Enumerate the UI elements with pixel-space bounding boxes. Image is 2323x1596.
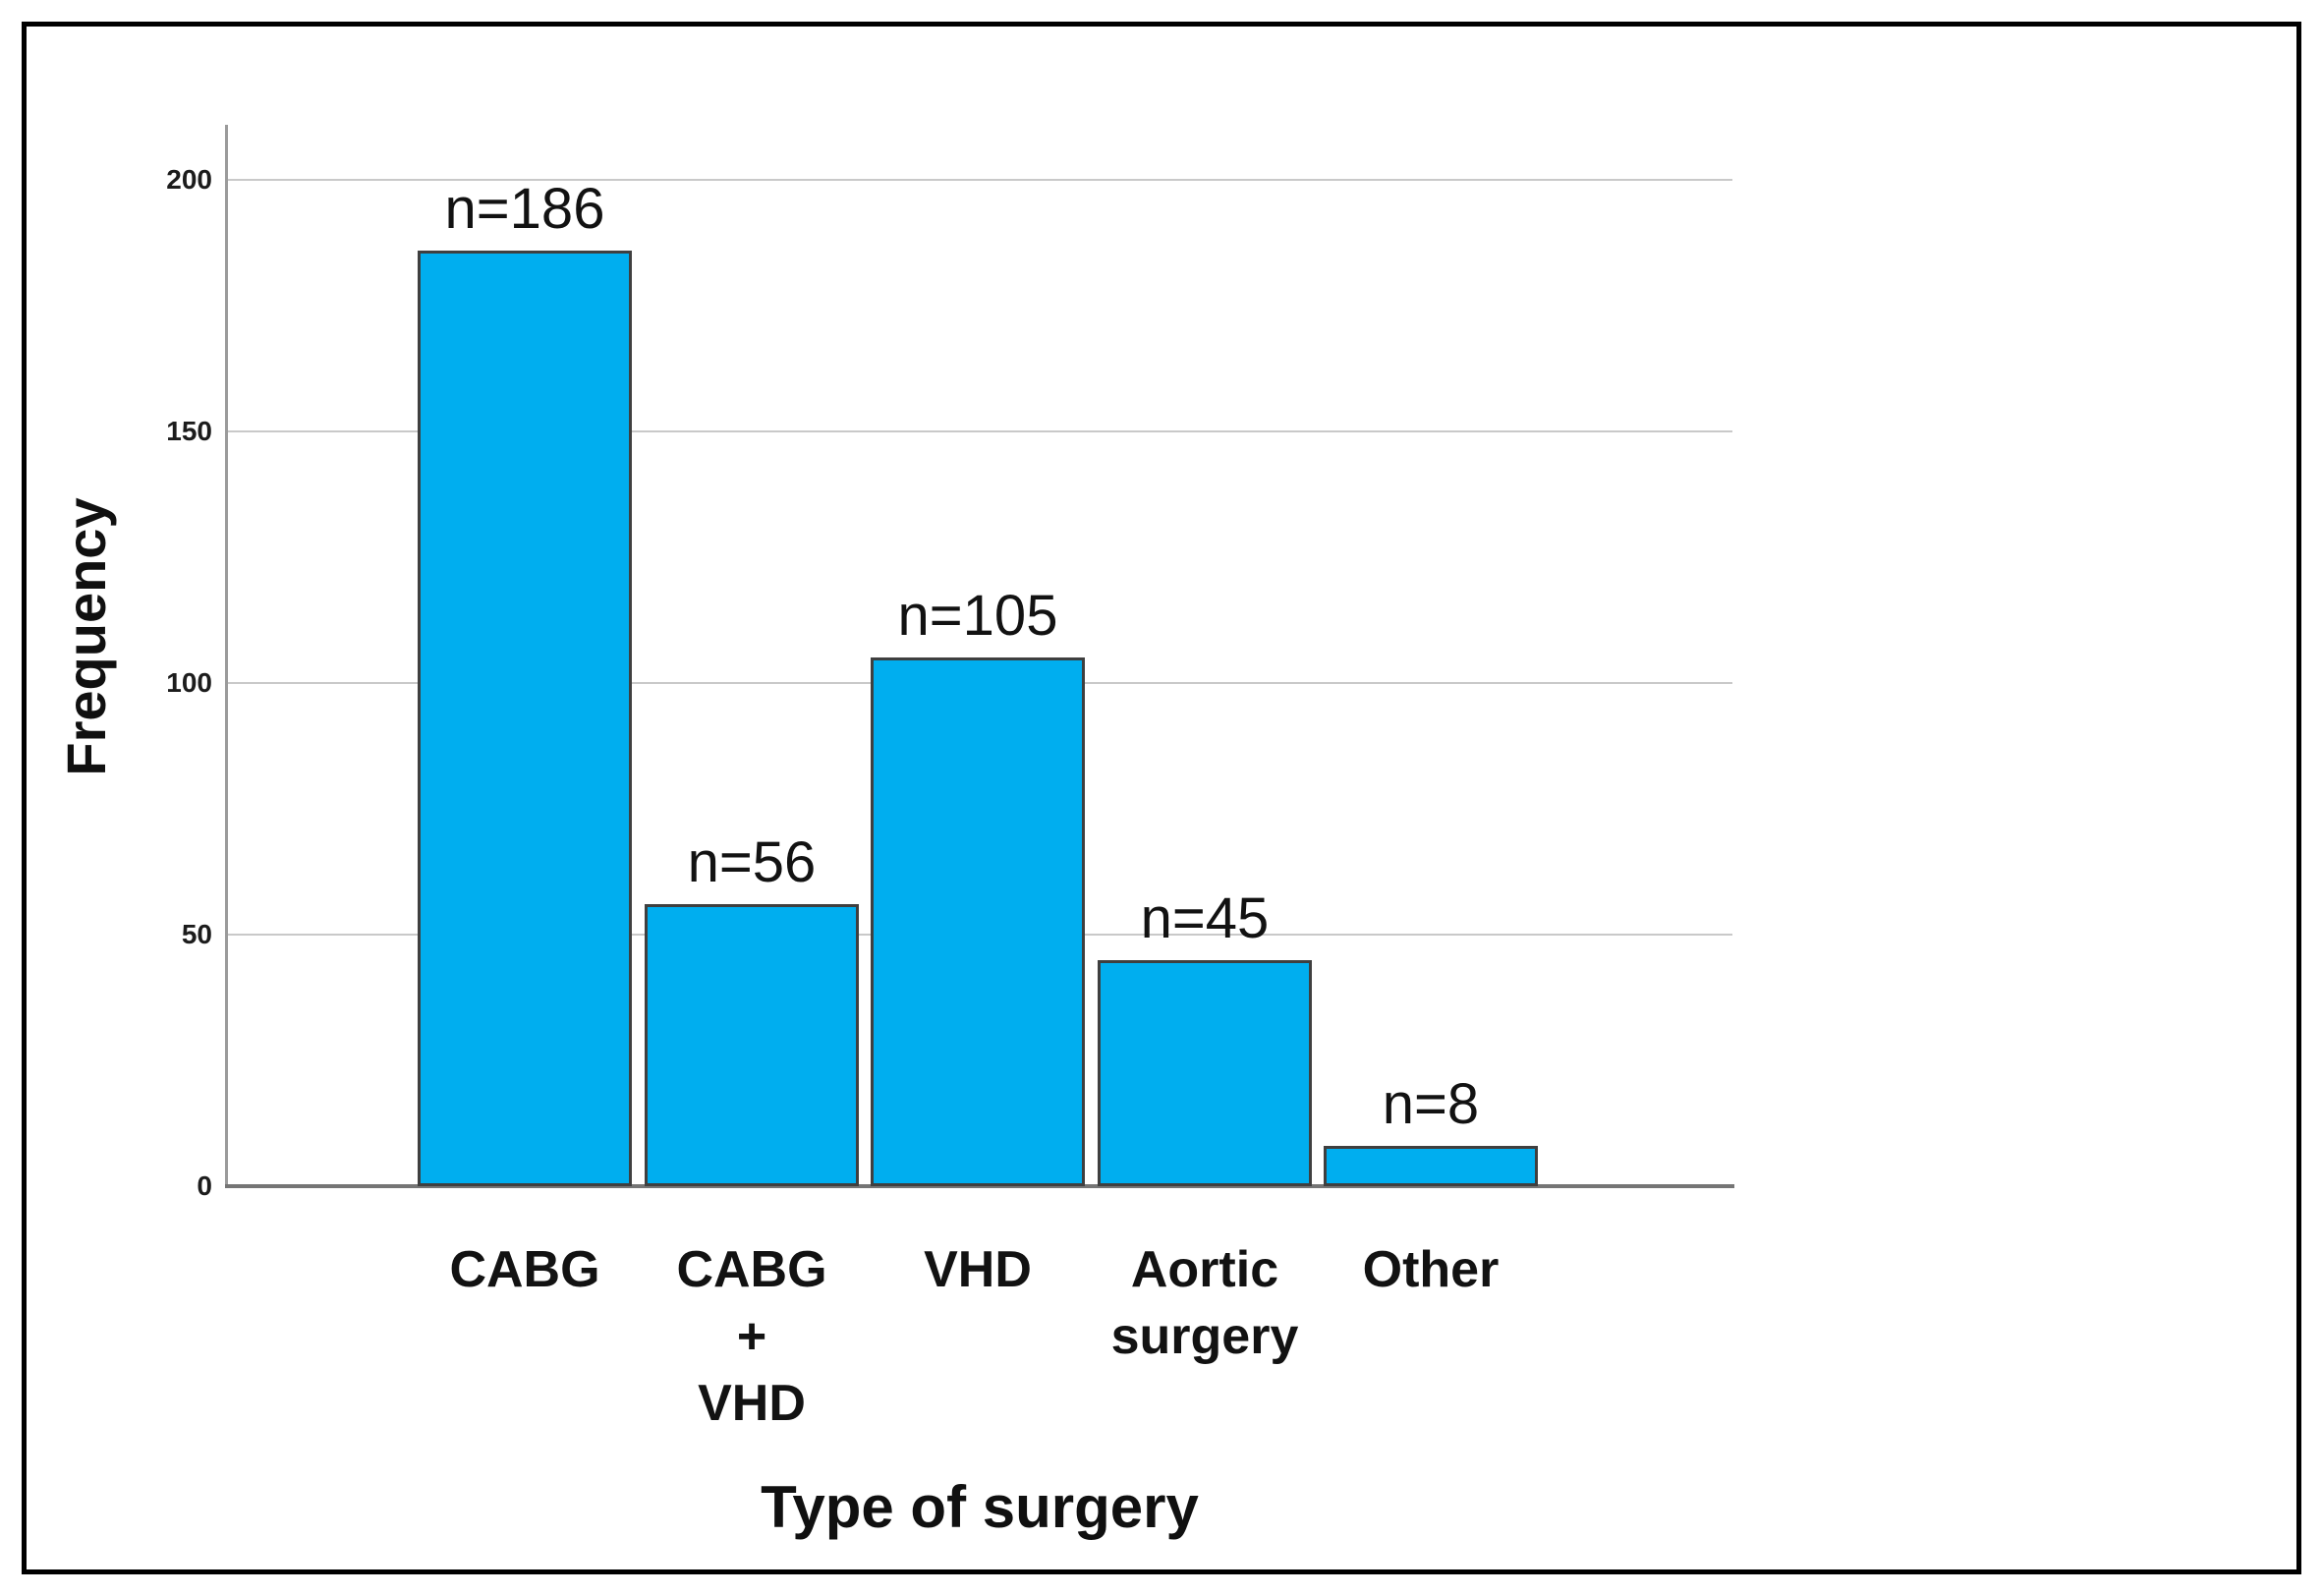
bar-cabg	[418, 251, 632, 1186]
bar-value-label-other: n=8	[1382, 1072, 1480, 1136]
category-label-vhd: VHD	[865, 1236, 1091, 1303]
category-label-line: CABG	[676, 1241, 827, 1298]
y-tick-label-150: 150	[166, 416, 212, 446]
y-tick-label-50: 50	[181, 919, 212, 949]
chart-frame	[22, 22, 2301, 1574]
y-tick-label-100: 100	[166, 667, 212, 698]
x-axis-title: Type of surgery	[761, 1474, 1199, 1540]
bar-aortic-surgery	[1098, 960, 1312, 1186]
category-label-aortic-surgery: Aortic surgery	[1092, 1236, 1318, 1370]
y-axis-title: Frequency	[55, 497, 117, 776]
category-label-cabg-vhd: CABG + VHD	[639, 1236, 865, 1437]
category-label-cabg: CABG	[412, 1236, 638, 1303]
bar-value-label-vhd: n=105	[897, 584, 1058, 648]
category-label-line: VHD	[924, 1241, 1032, 1298]
bar-cabg-vhd	[645, 904, 859, 1186]
category-label-line: +	[736, 1308, 767, 1365]
category-label-other: Other	[1318, 1236, 1544, 1303]
bar-value-label-aortic-surgery: n=45	[1140, 886, 1270, 950]
y-tick-label-200: 200	[166, 164, 212, 195]
bar-value-label-cabg-vhd: n=56	[687, 830, 817, 894]
bar-value-label-cabg: n=186	[444, 177, 605, 241]
y-tick-label-0: 0	[197, 1170, 212, 1201]
category-label-line: surgery	[1110, 1308, 1299, 1365]
category-label-line: Aortic	[1130, 1241, 1279, 1298]
gridline-150	[227, 430, 1732, 432]
y-axis-line	[225, 125, 228, 1188]
category-label-line: Other	[1362, 1241, 1500, 1298]
x-axis-line	[225, 1184, 1734, 1188]
bar-vhd	[871, 657, 1085, 1186]
category-label-line: CABG	[449, 1241, 600, 1298]
bar-other	[1324, 1146, 1538, 1186]
category-label-line: VHD	[698, 1375, 806, 1432]
gridline-200	[227, 179, 1732, 181]
